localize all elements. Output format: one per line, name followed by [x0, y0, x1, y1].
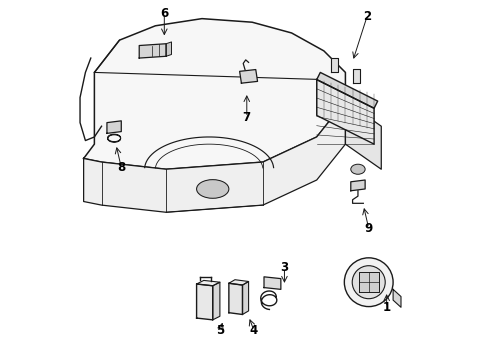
Polygon shape [229, 280, 248, 285]
Text: 2: 2 [363, 10, 371, 23]
Circle shape [352, 266, 385, 299]
Polygon shape [196, 280, 220, 286]
Polygon shape [240, 69, 258, 83]
Circle shape [344, 258, 393, 307]
Text: 5: 5 [216, 324, 224, 337]
Polygon shape [213, 282, 220, 320]
Text: 6: 6 [160, 7, 169, 20]
Text: 1: 1 [383, 301, 391, 314]
Polygon shape [353, 69, 360, 83]
Polygon shape [351, 180, 365, 191]
Polygon shape [331, 58, 338, 72]
Ellipse shape [351, 164, 365, 174]
Polygon shape [393, 289, 401, 307]
Polygon shape [317, 80, 374, 144]
Polygon shape [196, 284, 213, 320]
Text: 4: 4 [250, 324, 258, 337]
Text: 3: 3 [280, 261, 289, 274]
Polygon shape [264, 277, 281, 289]
Ellipse shape [196, 180, 229, 198]
Polygon shape [243, 282, 248, 315]
Polygon shape [345, 101, 381, 169]
Polygon shape [84, 101, 345, 212]
Polygon shape [84, 19, 345, 169]
Text: 9: 9 [365, 222, 373, 235]
Text: 7: 7 [243, 111, 251, 124]
Polygon shape [229, 283, 243, 315]
Polygon shape [359, 272, 379, 292]
Polygon shape [139, 44, 166, 58]
Polygon shape [317, 72, 378, 108]
Text: 8: 8 [117, 161, 125, 174]
Polygon shape [166, 42, 172, 56]
Polygon shape [107, 121, 122, 134]
